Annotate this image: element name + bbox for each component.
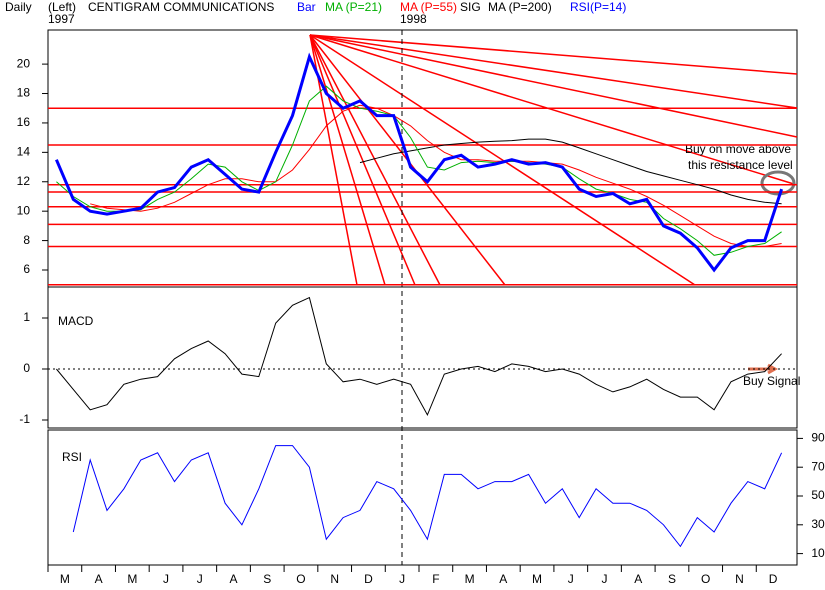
y-tick-label: 6 bbox=[23, 262, 30, 276]
price-line bbox=[55, 52, 784, 273]
y-tick-label: 10 bbox=[811, 546, 825, 560]
x-tick-label: J bbox=[163, 572, 169, 586]
panel-title: RSI bbox=[62, 450, 82, 464]
fan-line bbox=[309, 34, 416, 286]
rsi-frame bbox=[47, 429, 798, 566]
series-line bbox=[72, 445, 783, 548]
period-label: Daily bbox=[5, 0, 32, 14]
y-tick-label: 90 bbox=[811, 431, 825, 445]
highlight-circle bbox=[760, 170, 796, 196]
y-tick-label: -1 bbox=[19, 412, 30, 426]
x-tick-label: N bbox=[330, 572, 339, 586]
y-tick-label: 12 bbox=[17, 174, 31, 188]
fan-line bbox=[309, 34, 798, 109]
year-label: 1998 bbox=[400, 12, 427, 26]
x-tick-label: N bbox=[735, 572, 744, 586]
x-tick-label: D bbox=[769, 572, 778, 586]
x-tick-label: M bbox=[127, 572, 137, 586]
legend-entry: MA (P=55) bbox=[400, 0, 457, 14]
y-tick-label: 18 bbox=[17, 86, 31, 100]
panel-frames bbox=[47, 29, 798, 566]
annotation: Buy Signal bbox=[743, 374, 800, 388]
y-tick-label: 1 bbox=[23, 310, 30, 324]
y-tick-label: 0 bbox=[23, 361, 30, 375]
legend-entry: Bar bbox=[297, 0, 316, 14]
panel-title: MACD bbox=[58, 314, 94, 328]
fan-line bbox=[309, 34, 386, 286]
x-tick-label: O bbox=[296, 572, 305, 586]
y-tick-label: 16 bbox=[17, 115, 31, 129]
x-tick-label: A bbox=[95, 572, 103, 586]
x-tick-label: S bbox=[668, 572, 676, 586]
fan-line bbox=[309, 34, 441, 286]
x-tick-label: M bbox=[465, 572, 475, 586]
fan-line bbox=[309, 34, 798, 138]
fan-line bbox=[309, 34, 798, 186]
fan-line bbox=[309, 34, 696, 286]
legend-entry: RSI(P=14) bbox=[570, 0, 626, 14]
y-tick-label: 8 bbox=[23, 233, 30, 247]
macd-frame bbox=[47, 286, 798, 429]
annotation: this resistance level bbox=[688, 158, 793, 172]
legend-entry: MA (P=200) bbox=[488, 0, 552, 14]
x-tick-label: A bbox=[634, 572, 642, 586]
series-line bbox=[56, 85, 782, 256]
side-label: (Left) bbox=[48, 0, 76, 14]
macd-line bbox=[56, 296, 782, 417]
y-tick-label: 70 bbox=[811, 459, 825, 473]
x-tick-label: A bbox=[229, 572, 237, 586]
y-tick-label: 30 bbox=[811, 517, 825, 531]
y-tick-label: 50 bbox=[811, 488, 825, 502]
x-tick-label: M bbox=[60, 572, 70, 586]
y-tick-label: 10 bbox=[17, 203, 31, 217]
x-tick-label: J bbox=[602, 572, 608, 586]
fan-line bbox=[309, 34, 798, 75]
x-tick-label: M bbox=[532, 572, 542, 586]
x-tick-label: D bbox=[364, 572, 373, 586]
series-line bbox=[359, 138, 782, 205]
x-tick-label: J bbox=[197, 572, 203, 586]
y-tick-label: 14 bbox=[17, 145, 31, 159]
x-tick-label: S bbox=[263, 572, 271, 586]
legend-entry: MA (P=21) bbox=[325, 0, 382, 14]
x-tick-label: J bbox=[399, 572, 405, 586]
legend-prefix: SIG bbox=[460, 0, 481, 14]
chart-title: CENTIGRAM COMMUNICATIONS bbox=[88, 0, 274, 14]
year-label: 1997 bbox=[48, 12, 75, 26]
x-tick-label: A bbox=[499, 572, 507, 586]
x-tick-label: O bbox=[701, 572, 710, 586]
y-tick-label: 20 bbox=[17, 56, 31, 70]
x-tick-label: J bbox=[568, 572, 574, 586]
x-tick-label: F bbox=[432, 572, 439, 586]
series-line bbox=[90, 104, 782, 247]
